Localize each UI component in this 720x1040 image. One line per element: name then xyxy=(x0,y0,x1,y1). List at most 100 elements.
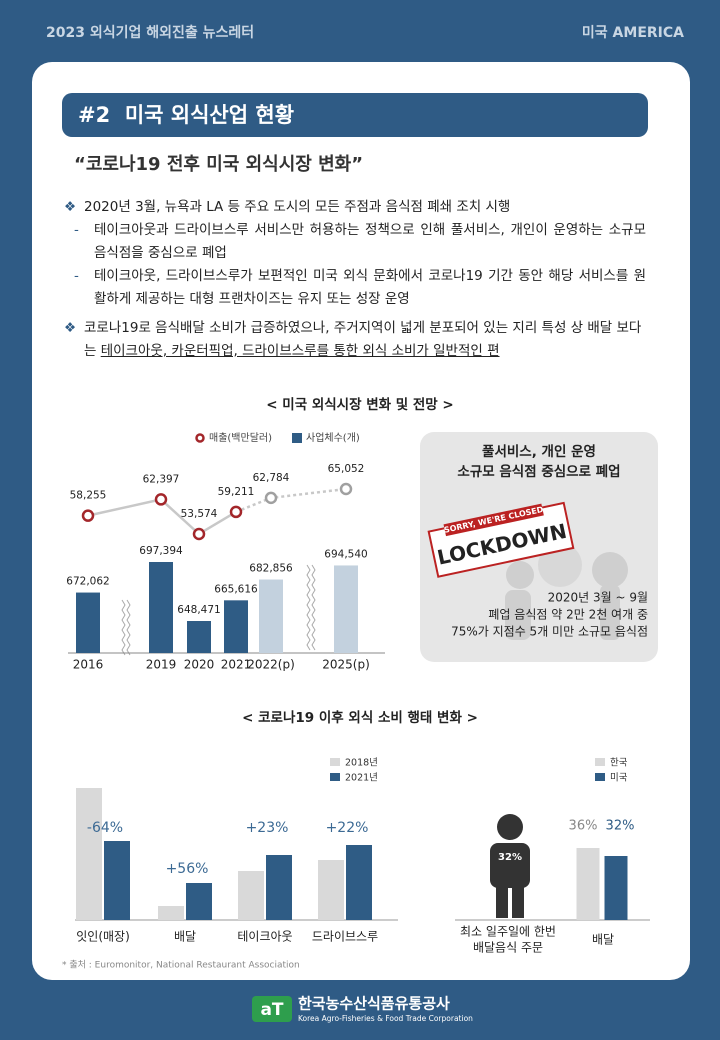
bar xyxy=(238,871,264,920)
line xyxy=(87,498,237,536)
value-label: 694,540 xyxy=(324,548,367,560)
legend-label: 사업체수(개) xyxy=(306,431,360,444)
sub-bullet: 테이크아웃, 드라이브스루가 보편적인 미국 외식 문화에서 코로나19 기간 … xyxy=(64,265,646,311)
bar xyxy=(187,621,211,653)
value-label: 697,394 xyxy=(139,545,183,557)
quote: “코로나19 전후 미국 외식시장 변화” xyxy=(74,154,364,175)
bar xyxy=(346,845,372,920)
annotation: -64% xyxy=(87,820,123,836)
bullet-group: 코로나19로 음식배달 소비가 급증하였으나, 주거지역이 넓게 분포되어 있는… xyxy=(64,317,646,363)
bar xyxy=(104,841,130,920)
x-tick-label: 2020 xyxy=(184,658,215,672)
bar xyxy=(149,562,173,653)
bar xyxy=(158,906,184,920)
chart-title: < 코로나19 이후 외식 소비 행태 변화 > xyxy=(242,709,478,726)
bar xyxy=(76,592,100,653)
annotation: +22% xyxy=(326,820,369,836)
bar xyxy=(266,855,292,920)
legend-label: 한국 xyxy=(610,758,628,769)
figure xyxy=(506,561,534,589)
value-label: 62,784 xyxy=(253,472,290,484)
bullet-text: 코로나19로 음식배달 소비가 급증하였으나, 주거지역이 넓게 분포되어 있는… xyxy=(84,320,642,359)
bar xyxy=(334,565,358,653)
pictogram-label: 최소 일주일에 한번 xyxy=(460,925,556,939)
x-tick-label: 배달 xyxy=(592,933,614,947)
value-label: 36% xyxy=(569,819,598,834)
annotation: +56% xyxy=(166,861,209,877)
figure xyxy=(592,552,628,588)
x-tick-label: 2016 xyxy=(73,658,104,672)
legend-label: 2021년 xyxy=(345,773,378,784)
x-tick-label: 드라이브스루 xyxy=(312,930,378,944)
value-label: 665,616 xyxy=(214,583,258,595)
legend-marker xyxy=(595,758,605,766)
person-leg xyxy=(496,880,508,918)
figure xyxy=(600,585,620,640)
bar xyxy=(76,788,102,920)
source: * 출처 : Euromonitor, National Restaurant … xyxy=(62,959,300,971)
x-tick-label: 잇인(매장) xyxy=(76,930,130,944)
bar xyxy=(318,860,344,920)
break-mark xyxy=(121,599,131,656)
side-box-title: 소규모 음식점 중심으로 폐업 xyxy=(457,463,620,480)
x-tick-label: 2025(p) xyxy=(322,658,370,672)
line-marker xyxy=(339,482,353,496)
bullet: 코로나19로 음식배달 소비가 급증하였으나, 주거지역이 넓게 분포되어 있는… xyxy=(64,317,646,363)
value-label: 648,471 xyxy=(177,604,220,616)
line-marker xyxy=(81,509,95,522)
side-box-caption: 폐업 음식점 약 2만 2천 여개 중 xyxy=(488,607,648,622)
bullet-underlined: 테이크아웃, 카운터픽업, 드라이브스루를 통한 외식 소비가 일반적인 편 xyxy=(100,343,500,359)
x-tick-label: 배달 xyxy=(174,930,196,944)
value-label: 65,052 xyxy=(328,463,365,475)
person-head xyxy=(497,814,523,840)
break-mark xyxy=(306,564,316,651)
value-label: 62,397 xyxy=(143,473,180,485)
legend-marker xyxy=(195,433,205,443)
value-label: 53,574 xyxy=(181,508,218,520)
region-label: 미국 AMERICA xyxy=(581,25,684,41)
bullet: 2020년 3월, 뉴욕과 LA 등 주요 도시의 모든 주점과 음식점 폐쇄 … xyxy=(64,196,646,219)
person-leg xyxy=(512,880,524,918)
bar xyxy=(604,856,628,920)
logo-mark xyxy=(252,996,292,1022)
org-name: 한국농수산식품유통공사 xyxy=(298,995,450,1013)
value-label: 32% xyxy=(606,819,635,834)
bar xyxy=(224,600,248,653)
x-tick-label: 2022(p) xyxy=(247,658,295,672)
value-label: 58,255 xyxy=(70,490,107,502)
legend-marker xyxy=(330,773,340,781)
bar xyxy=(186,883,212,920)
pictogram-value: 32% xyxy=(498,852,522,863)
person-icon xyxy=(490,814,530,918)
org-name-en: Korea Agro-Fisheries & Food Trade Corpor… xyxy=(298,1014,473,1023)
annotation: +23% xyxy=(246,820,289,836)
sub-bullet: 테이크아웃과 드라이브스루 서비스만 허용하는 정책으로 인해 풀서비스, 개인… xyxy=(64,219,646,265)
line-marker xyxy=(154,493,168,506)
bullet-group: 2020년 3월, 뉴욕과 LA 등 주요 도시의 모든 주점과 음식점 폐쇄 … xyxy=(64,196,646,311)
bar xyxy=(259,579,283,653)
value-label: 672,062 xyxy=(66,576,109,588)
bar xyxy=(576,848,600,920)
logo-text: aT xyxy=(260,1000,283,1020)
chart-title: < 미국 외식시장 변화 및 전망 > xyxy=(266,396,453,413)
person-body xyxy=(490,843,530,888)
sign-banner xyxy=(443,503,544,537)
line-marker xyxy=(229,505,243,519)
legend-label: 매출(백만달러) xyxy=(209,432,272,444)
side-box-caption: 75%가 지점수 5개 미만 소규모 음식점 xyxy=(451,625,648,639)
line-marker xyxy=(192,527,206,541)
legend-label: 미국 xyxy=(610,773,628,784)
legend-marker xyxy=(595,773,605,781)
newsletter-title: 2023 외식기업 해외진출 뉴스레터 xyxy=(46,25,255,41)
pictogram-label: 배달음식 주문 xyxy=(473,941,543,955)
value-label: 59,211 xyxy=(218,486,255,498)
side-box-title: 풀서비스, 개인 운영 xyxy=(482,443,596,460)
legend-marker xyxy=(292,433,302,443)
side-box-caption: 2020년 3월 ~ 9월 xyxy=(548,591,648,605)
line-marker xyxy=(264,491,278,505)
x-tick-label: 2019 xyxy=(146,658,177,672)
break-marks xyxy=(121,564,316,656)
section-title: #2 미국 외식산업 현황 xyxy=(62,93,648,137)
figure xyxy=(505,590,531,640)
